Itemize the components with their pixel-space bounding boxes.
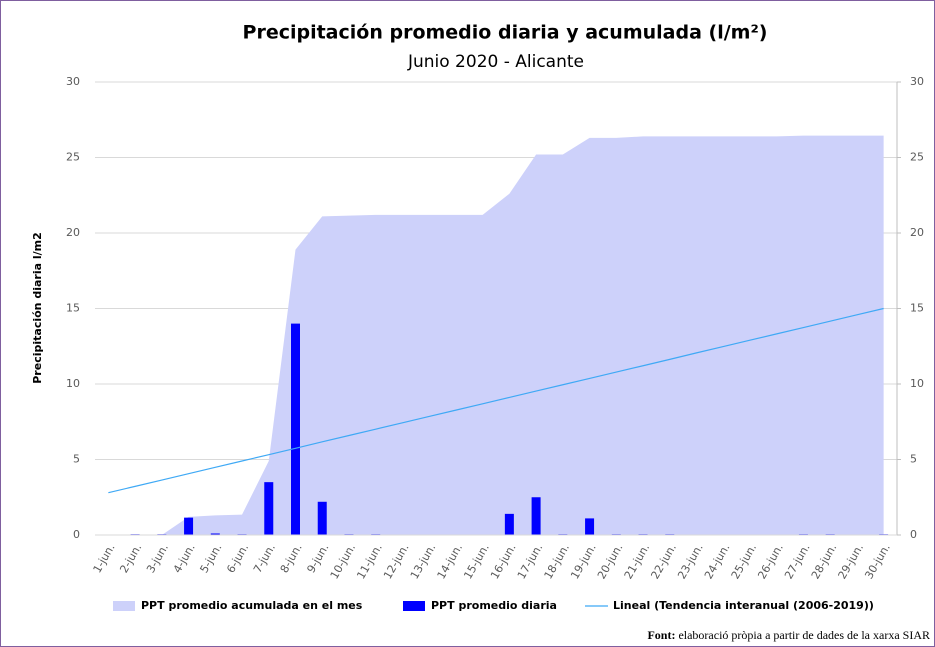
legend-swatch <box>403 601 425 611</box>
bar <box>291 323 300 535</box>
y-tick-label: 5 <box>73 453 80 466</box>
bar <box>585 518 595 535</box>
y2-tick-label: 15 <box>910 302 924 315</box>
y2-tick-label: 5 <box>910 453 917 466</box>
y-tick-label: 10 <box>66 377 80 390</box>
y2-tick-label: 10 <box>910 377 924 390</box>
footnote: Font: elaboració pròpia a partir de dade… <box>647 628 930 642</box>
bar <box>184 517 194 535</box>
chart-title: Precipitación promedio diaria y acumulad… <box>243 22 768 44</box>
bar <box>531 497 541 535</box>
chart-subtitle: Junio 2020 - Alicante <box>407 52 584 72</box>
y2-tick-label: 30 <box>910 75 924 88</box>
y-tick-label: 15 <box>66 302 80 315</box>
bar <box>317 501 327 535</box>
legend-swatch <box>113 601 135 611</box>
footnote-label: Font: <box>647 628 675 642</box>
y2-tick-label: 0 <box>910 528 917 541</box>
y-tick-label: 30 <box>66 75 80 88</box>
y2-tick-label: 20 <box>910 226 924 239</box>
bar <box>210 533 220 535</box>
legend-label: Lineal (Tendencia interanual (2006-2019)… <box>613 599 874 612</box>
line <box>108 307 884 494</box>
y-tick-label: 25 <box>66 151 80 164</box>
footnote-text: elaboració pròpia a partir de dades de l… <box>678 628 930 642</box>
y-tick-label: 20 <box>66 226 80 239</box>
bar <box>504 513 514 535</box>
y-tick-label: 0 <box>73 528 80 541</box>
area <box>108 135 884 536</box>
y2-tick-label: 25 <box>910 151 924 164</box>
legend-label: PPT promedio acumulada en el mes <box>141 599 363 612</box>
legend-label: PPT promedio diaria <box>431 599 557 612</box>
bar <box>264 482 274 535</box>
y-axis-label: Precipitación diaria l/m2 <box>31 232 44 384</box>
